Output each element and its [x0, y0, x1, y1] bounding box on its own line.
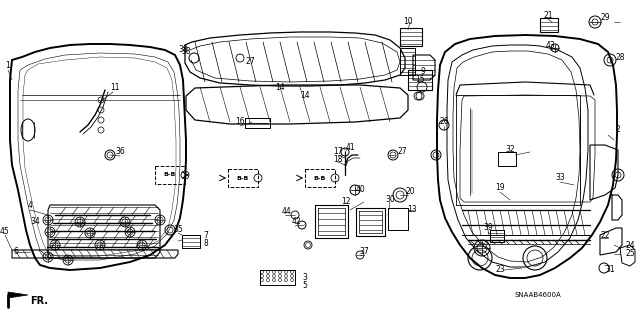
Text: 9: 9 — [420, 68, 426, 77]
Text: 4: 4 — [28, 201, 33, 210]
Text: 19: 19 — [495, 183, 505, 192]
Text: 38: 38 — [178, 46, 188, 55]
Text: 39: 39 — [483, 224, 493, 233]
Text: 38: 38 — [181, 48, 191, 56]
Text: 21: 21 — [543, 11, 553, 19]
Text: 44: 44 — [281, 207, 291, 217]
Text: FR.: FR. — [30, 296, 48, 306]
Text: 27: 27 — [245, 57, 255, 66]
Bar — [400, 28, 422, 46]
Text: 42: 42 — [291, 218, 301, 226]
Text: 14: 14 — [275, 84, 285, 93]
Text: 2: 2 — [616, 125, 620, 135]
Text: 41: 41 — [345, 144, 355, 152]
Text: 23: 23 — [495, 265, 505, 275]
Text: 6: 6 — [13, 248, 19, 256]
Text: 25: 25 — [625, 249, 635, 258]
Text: 27: 27 — [397, 147, 407, 157]
Text: 29: 29 — [600, 13, 610, 23]
Text: 22: 22 — [600, 231, 610, 240]
Text: 45: 45 — [0, 227, 10, 236]
Text: 1: 1 — [6, 61, 10, 70]
Bar — [498, 152, 516, 166]
Text: 17: 17 — [333, 147, 343, 157]
Text: 11: 11 — [110, 84, 120, 93]
Text: 26: 26 — [439, 117, 449, 127]
Text: 30: 30 — [385, 196, 395, 204]
Text: 37: 37 — [359, 248, 369, 256]
Text: 20: 20 — [405, 188, 415, 197]
Text: 14: 14 — [300, 91, 310, 100]
Text: 3: 3 — [303, 273, 307, 283]
Text: 24: 24 — [625, 241, 635, 249]
Text: 33: 33 — [555, 174, 565, 182]
Polygon shape — [8, 292, 28, 298]
Text: 10: 10 — [403, 18, 413, 26]
Text: 28: 28 — [615, 54, 625, 63]
Text: 31: 31 — [605, 265, 615, 275]
Bar — [490, 230, 504, 242]
Text: 34: 34 — [30, 218, 40, 226]
Text: 36: 36 — [115, 147, 125, 157]
Text: 8: 8 — [204, 240, 209, 249]
Text: SNAAB4600A: SNAAB4600A — [515, 292, 561, 298]
Text: 43: 43 — [545, 41, 555, 50]
Text: 13: 13 — [407, 205, 417, 214]
Text: 5: 5 — [303, 281, 307, 291]
Text: 15: 15 — [415, 76, 425, 85]
Text: B-B: B-B — [314, 175, 326, 181]
Text: 40: 40 — [355, 186, 365, 195]
Text: 18: 18 — [333, 155, 343, 165]
Text: 16: 16 — [235, 117, 245, 127]
Text: B-B: B-B — [164, 173, 176, 177]
Text: B-B: B-B — [237, 175, 249, 181]
Text: 32: 32 — [505, 145, 515, 154]
Text: 35: 35 — [173, 226, 183, 234]
Text: 12: 12 — [341, 197, 351, 206]
Text: 7: 7 — [204, 232, 209, 241]
